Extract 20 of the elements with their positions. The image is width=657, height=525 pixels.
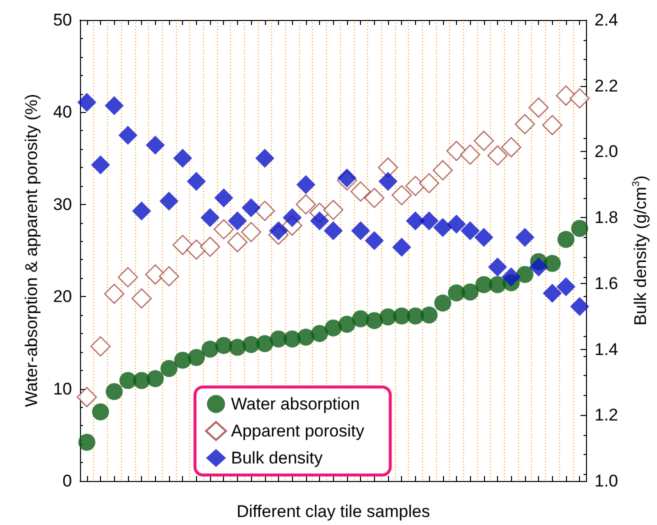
y2-tick-label: 1.0 (594, 472, 618, 490)
y2-tick-label: 2.0 (594, 142, 618, 162)
x-axis-title: Different clay tile samples (236, 502, 430, 521)
y2-tick-label: 1.6 (594, 274, 618, 293)
y2-tick-label: 1.8 (594, 208, 618, 228)
y2-tick-label: 2.2 (594, 76, 618, 96)
y-tick-label: 40 (53, 102, 72, 122)
y2-tick-label: 1.2 (594, 406, 618, 425)
y2-axis-title: Bulk density (g/cm3) (631, 175, 650, 326)
y-axis-title: Water-absorption & apparent porosity (%) (22, 94, 41, 408)
y2-tick-label: 1.4 (594, 340, 618, 359)
legend-label: Apparent porosity (231, 422, 365, 440)
y-tick-label: 0 (62, 472, 72, 490)
y-tick-label: 10 (53, 379, 72, 398)
legend-label: Water absorption (231, 394, 360, 414)
y-tick-label: 20 (53, 287, 72, 306)
y-tick-label: 50 (53, 10, 72, 30)
y-tick-label: 30 (53, 194, 72, 214)
legend-label: Bulk density (231, 448, 324, 468)
y2-tick-label: 2.4 (594, 10, 618, 30)
